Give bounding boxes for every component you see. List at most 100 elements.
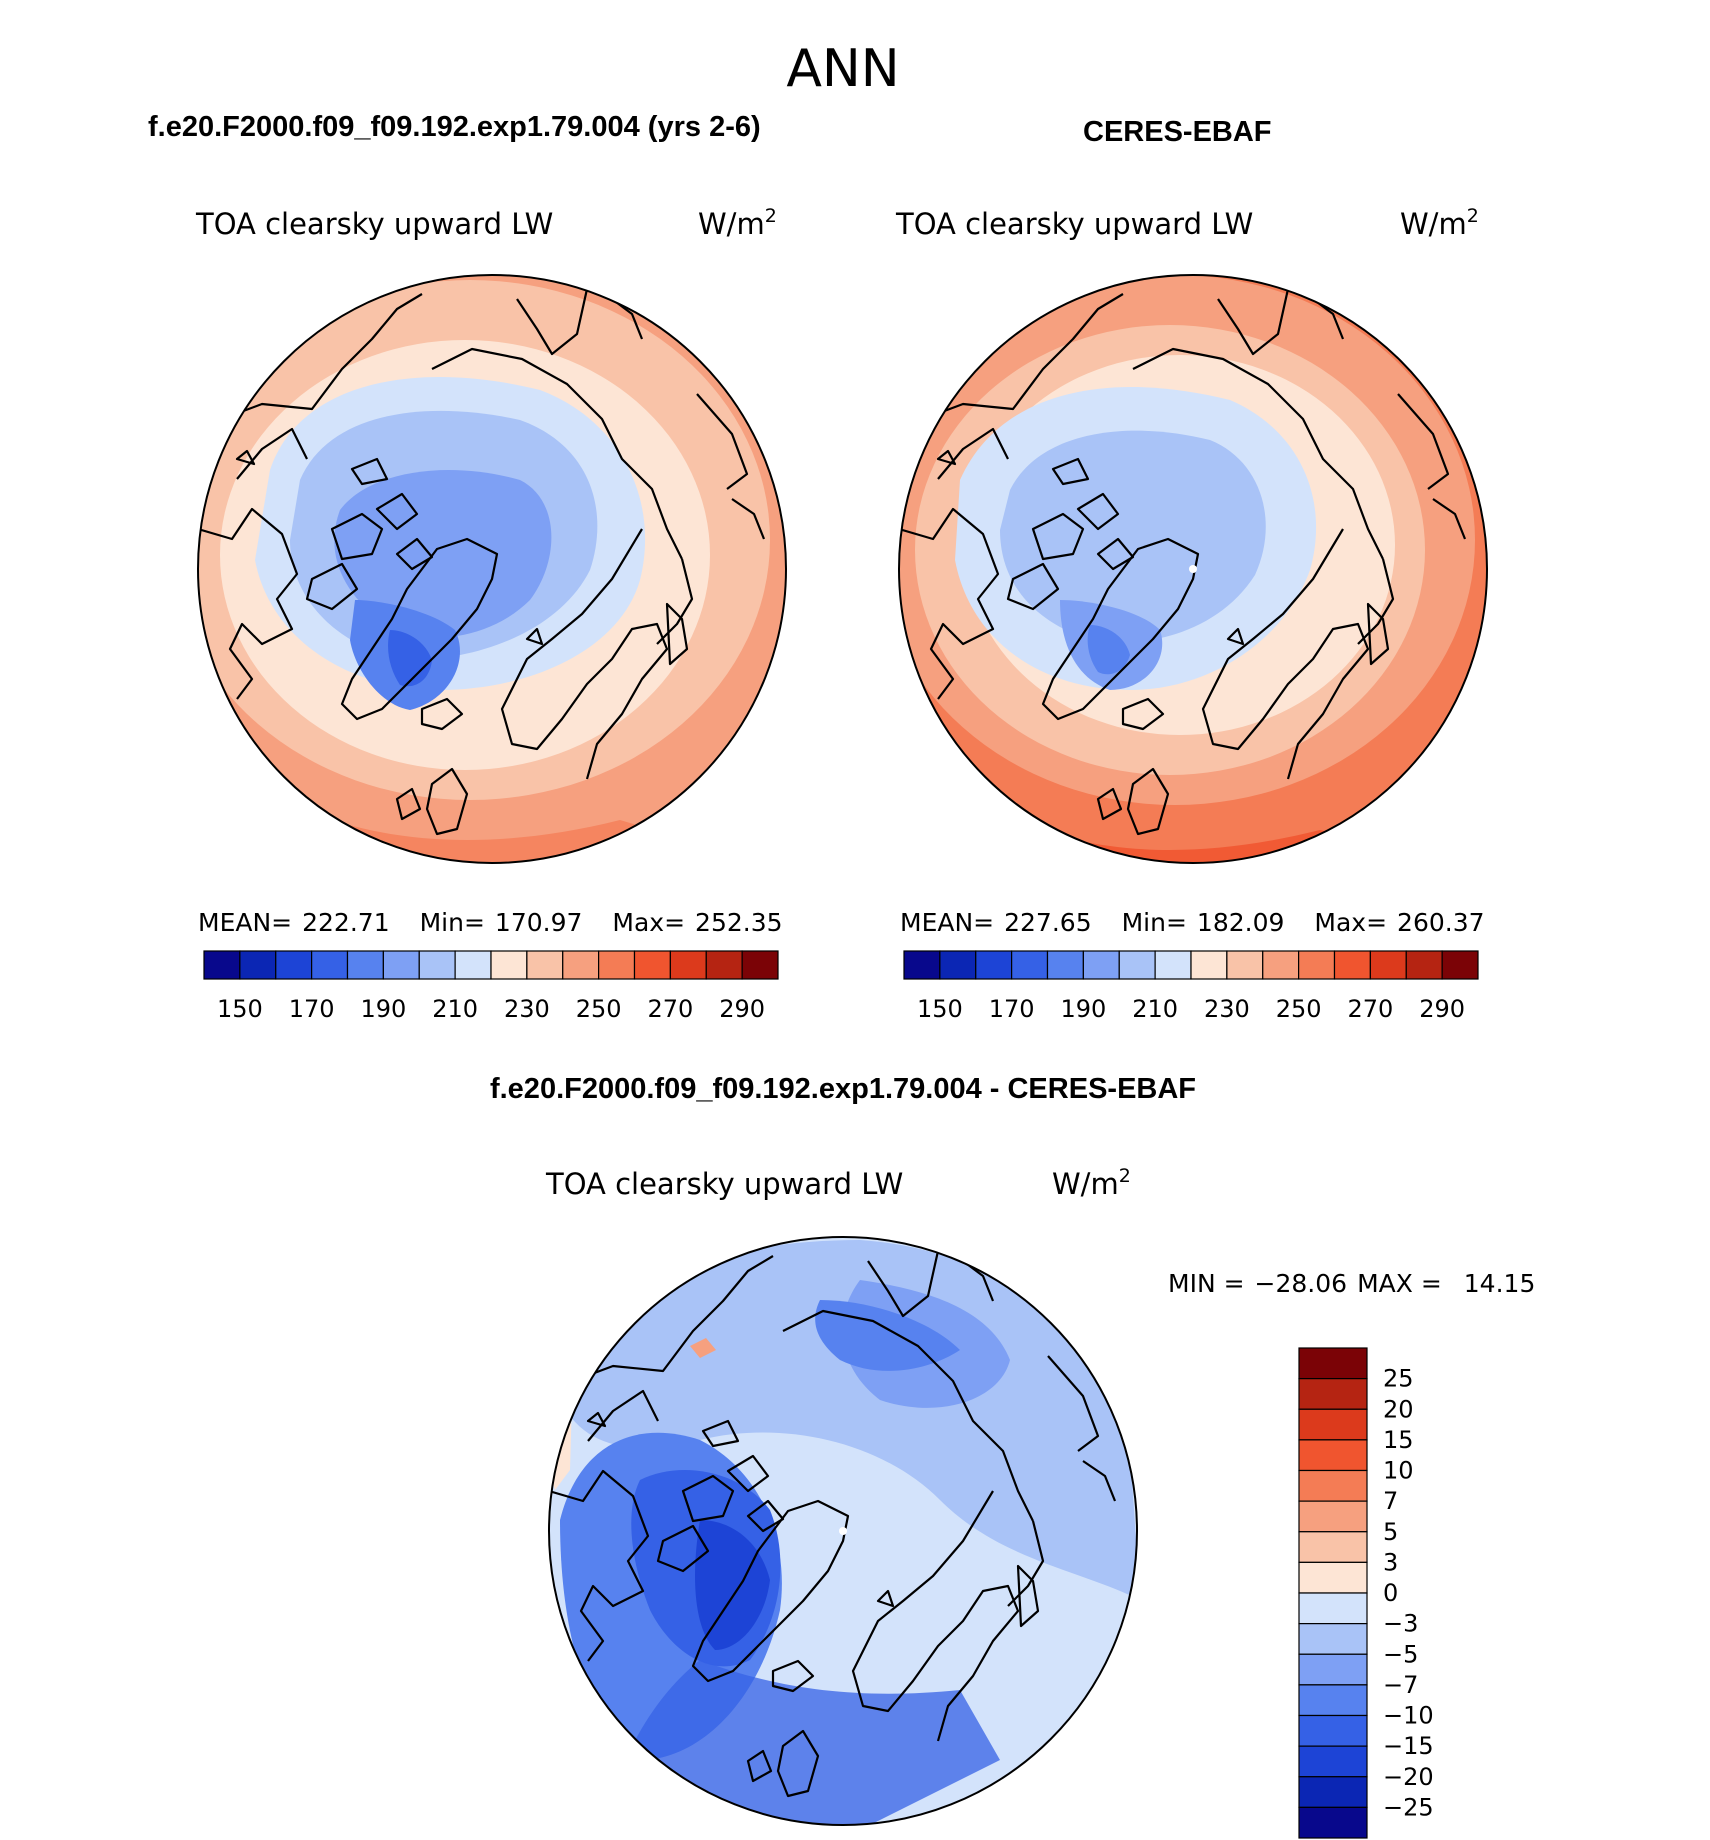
colorbar-tick-label: 10 <box>1383 1457 1414 1485</box>
max-label: MAX = <box>1357 1269 1442 1298</box>
pole-marker <box>839 1527 847 1535</box>
colorbar-box <box>1298 1531 1368 1563</box>
panel-diff-title: f.e20.F2000.f09_f09.192.exp1.79.004 - CE… <box>490 1073 1196 1105</box>
field-region-minus4 <box>560 1240 1137 1600</box>
colorbar-tick-label: 250 <box>576 995 622 1023</box>
map-model-border <box>197 274 787 864</box>
units-exponent: 2 <box>1467 205 1479 227</box>
colorbar-box <box>203 950 241 980</box>
field-region-6 <box>690 1338 716 1358</box>
colorbar-box <box>454 950 492 980</box>
colorbar-box <box>1298 1806 1368 1839</box>
colorbar-tick-label: 0 <box>1383 1579 1398 1607</box>
colorbar-tick-label: −3 <box>1383 1610 1418 1638</box>
colorbar-box <box>1154 950 1192 980</box>
colorbar-tick-label: −25 <box>1383 1793 1434 1821</box>
colorbar-box <box>1298 1776 1368 1808</box>
units-text: W/m <box>1400 207 1467 241</box>
colorbar-box <box>1298 1684 1368 1717</box>
colorbar-box <box>1298 1469 1368 1502</box>
panel-model-variable-label: TOA clearsky upward LW <box>195 207 553 241</box>
colorbar-obs: 150 170 190 210 230 250 270 290 <box>903 950 1479 1023</box>
mean-value: 222.71 <box>302 908 389 937</box>
panel-obs-units: W/m2 <box>1400 205 1479 241</box>
colorbar-box <box>1298 1561 1368 1594</box>
min-label: Min= <box>420 908 485 937</box>
colorbar-tick-label: 150 <box>217 995 263 1023</box>
pole-marker <box>1189 565 1197 573</box>
field-region-185 <box>1087 625 1130 675</box>
min-value: 182.09 <box>1197 908 1284 937</box>
colorbar-tick-label: −10 <box>1383 1702 1434 1730</box>
colorbar-box <box>1405 950 1443 980</box>
max-label: Max= <box>1314 908 1387 937</box>
colorbar-tick-label: −15 <box>1383 1732 1434 1760</box>
colorbar-box <box>311 950 349 980</box>
colorbar-box <box>633 950 671 980</box>
colorbar-tick-label: −5 <box>1383 1640 1418 1668</box>
min-value: 170.97 <box>495 908 582 937</box>
colorbar-box <box>1298 1653 1368 1686</box>
panel-model-title: f.e20.F2000.f09_f09.192.exp1.79.004 (yrs… <box>148 111 761 143</box>
panel-diff-variable-label: TOA clearsky upward LW <box>545 1167 903 1201</box>
colorbar-tick-label: 15 <box>1383 1426 1414 1454</box>
colorbar-box <box>1011 950 1049 980</box>
units-text: W/m <box>1052 1167 1119 1201</box>
colorbar-tick-label: 210 <box>432 995 478 1023</box>
colorbar-box <box>275 950 313 980</box>
max-value: 252.35 <box>695 908 782 937</box>
colorbar-tick-label: 230 <box>1204 995 1250 1023</box>
colorbar-box <box>346 950 384 980</box>
panel-diff-units: W/m2 <box>1052 1165 1131 1201</box>
panel-model-stats: MEAN= 222.71 Min= 170.97 Max= 252.35 <box>198 908 783 937</box>
field-region-minus17 <box>695 1520 770 1650</box>
colorbar-box <box>1298 1347 1368 1380</box>
colorbar-box <box>1298 1714 1368 1747</box>
colorbar-box <box>705 950 743 980</box>
panel-obs-title: CERES-EBAF <box>1083 116 1272 148</box>
panel-diff-stats: MIN = −28.06 MAX = 14.15 <box>1168 1269 1535 1298</box>
colorbar-tick-label: 20 <box>1383 1395 1414 1423</box>
panel-model: f.e20.F2000.f09_f09.192.exp1.79.004 (yrs… <box>148 111 787 1023</box>
map-obs <box>899 275 1487 863</box>
colorbar-tick-label: 7 <box>1383 1487 1398 1515</box>
colorbar-tick-label: 230 <box>504 995 550 1023</box>
units-text: W/m <box>698 207 765 241</box>
colorbar-tick-label: 270 <box>647 995 693 1023</box>
colorbar-tick-label: 190 <box>1060 995 1106 1023</box>
colorbar-box <box>382 950 420 980</box>
colorbar-box <box>939 950 977 980</box>
panel-obs: CERES-EBAF TOA clearsky upward LW W/m2 M… <box>895 116 1488 1023</box>
min-label: MIN = <box>1168 1269 1245 1298</box>
colorbar-tick-label: 270 <box>1347 995 1393 1023</box>
colorbar-tick-label: 25 <box>1383 1365 1414 1393</box>
colorbar-tick-label: −7 <box>1383 1671 1418 1699</box>
colorbar-box <box>1298 950 1336 980</box>
colorbar-box <box>1298 1439 1368 1472</box>
colorbar-tick-label: 170 <box>989 995 1035 1023</box>
colorbar-box <box>1369 950 1407 980</box>
min-value: −28.06 <box>1255 1269 1348 1298</box>
min-label: Min= <box>1122 908 1187 937</box>
panel-obs-variable-label: TOA clearsky upward LW <box>895 207 1253 241</box>
colorbar-box <box>903 950 941 980</box>
colorbar-box <box>1298 1592 1368 1625</box>
colorbar-box <box>1262 950 1300 980</box>
colorbar-box <box>1298 1623 1368 1655</box>
colorbar-box <box>741 950 779 980</box>
max-value: 14.15 <box>1464 1269 1536 1298</box>
colorbar-box <box>1333 950 1371 980</box>
colorbar-tick-label: 290 <box>1419 995 1465 1023</box>
field-region-175 <box>388 630 432 687</box>
colorbar-tick-label: 250 <box>1276 995 1322 1023</box>
colorbar-box <box>1298 1745 1368 1778</box>
map-model <box>198 275 786 863</box>
colorbar-tick-label: 190 <box>360 995 406 1023</box>
colorbar-box <box>1046 950 1084 980</box>
mean-label: MEAN= <box>900 908 994 937</box>
colorbar-box <box>1441 950 1479 980</box>
panel-diff: f.e20.F2000.f09_f09.192.exp1.79.004 - CE… <box>490 1073 1535 1839</box>
colorbar-tick-label: 170 <box>289 995 335 1023</box>
page-title: ANN <box>786 39 899 99</box>
